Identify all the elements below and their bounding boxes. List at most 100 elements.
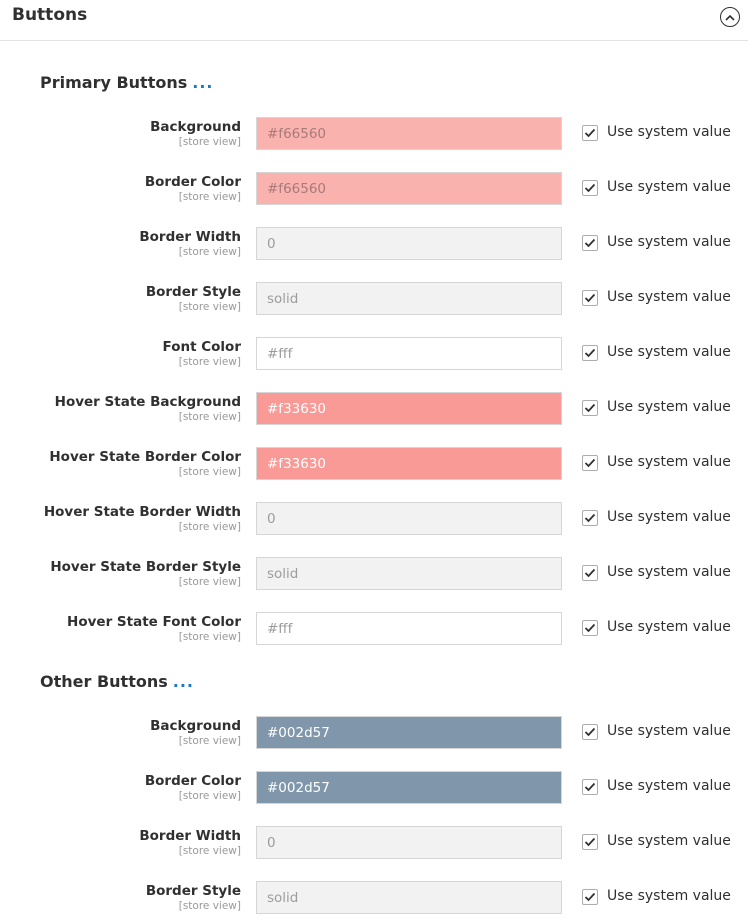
field-scope: [store view] — [178, 466, 241, 478]
field-label: Background — [150, 119, 241, 135]
checkmark-icon — [584, 513, 596, 523]
config-row: Hover State Border Color[store view] Use … — [0, 447, 748, 480]
field-label: Hover State Font Color — [67, 614, 241, 630]
use-system-value-label[interactable]: Use system value — [607, 289, 731, 305]
section-info-link[interactable]: ... — [192, 73, 214, 92]
field-input[interactable] — [256, 447, 562, 480]
field-input[interactable] — [256, 771, 562, 804]
panel-header[interactable]: Buttons — [0, 0, 748, 40]
use-system-value-checkbox[interactable] — [582, 834, 598, 850]
use-system-value-label[interactable]: Use system value — [607, 234, 731, 250]
field-scope: [store view] — [178, 301, 241, 313]
checkmark-icon — [584, 293, 596, 303]
section-info-link[interactable]: ... — [172, 672, 194, 691]
field-input[interactable] — [256, 612, 562, 645]
field-label: Border Color — [144, 773, 241, 789]
field-scope: [store view] — [178, 631, 241, 643]
field-input[interactable] — [256, 117, 562, 150]
use-system-value-checkbox[interactable] — [582, 620, 598, 636]
use-system-value-checkbox[interactable] — [582, 345, 598, 361]
field-input[interactable] — [256, 557, 562, 590]
use-system-value-checkbox[interactable] — [582, 400, 598, 416]
checkmark-icon — [584, 568, 596, 578]
field-scope: [store view] — [178, 411, 241, 423]
use-system-value-checkbox[interactable] — [582, 180, 598, 196]
use-system-value-checkbox[interactable] — [582, 724, 598, 740]
checkmark-icon — [584, 837, 596, 847]
use-system-value-checkbox[interactable] — [582, 779, 598, 795]
config-row: Font Color[store view] Use system value — [0, 337, 748, 370]
config-row: Background[store view] Use system value — [0, 716, 748, 749]
field-scope: [store view] — [178, 900, 241, 912]
field-input[interactable] — [256, 502, 562, 535]
field-label-group: Background [store view] — [150, 718, 241, 747]
checkmark-icon — [584, 183, 596, 193]
panel-title: Buttons — [12, 5, 88, 25]
field-scope: [store view] — [178, 191, 241, 203]
section-title-text: Other Buttons — [40, 672, 168, 691]
checkmark-icon — [584, 128, 596, 138]
config-row: Border Style[store view] Use system value — [0, 282, 748, 315]
field-label: Font Color — [162, 339, 241, 355]
use-system-value-label[interactable]: Use system value — [607, 399, 731, 415]
use-system-value-checkbox[interactable] — [582, 235, 598, 251]
field-label-group: Hover State Border Color [store view] — [49, 449, 241, 478]
field-input[interactable] — [256, 282, 562, 315]
use-system-value-checkbox[interactable] — [582, 290, 598, 306]
field-label-group: Border Style [store view] — [146, 883, 241, 912]
config-row: Hover State Border Width[store view] Use … — [0, 502, 748, 535]
field-label-group: Hover State Font Color [store view] — [67, 614, 241, 643]
field-input[interactable] — [256, 881, 562, 914]
use-system-value-label[interactable]: Use system value — [607, 509, 731, 525]
field-label: Hover State Border Style — [50, 559, 241, 575]
checkmark-icon — [584, 348, 596, 358]
checkmark-icon — [584, 782, 596, 792]
field-label-group: Border Width [store view] — [139, 828, 241, 857]
use-system-value-label[interactable]: Use system value — [607, 454, 731, 470]
checkmark-icon — [584, 727, 596, 737]
config-row: Hover State Background[store view] Use sy… — [0, 392, 748, 425]
field-scope: [store view] — [178, 356, 241, 368]
field-label: Background — [150, 718, 241, 734]
use-system-value-label[interactable]: Use system value — [607, 179, 731, 195]
field-label: Border Color — [144, 174, 241, 190]
field-input[interactable] — [256, 392, 562, 425]
use-system-value-label[interactable]: Use system value — [607, 344, 731, 360]
use-system-value-label[interactable]: Use system value — [607, 833, 731, 849]
field-label-group: Border Color [store view] — [145, 174, 241, 203]
use-system-value-label[interactable]: Use system value — [607, 888, 731, 904]
field-input[interactable] — [256, 337, 562, 370]
field-label: Border Style — [145, 284, 241, 300]
use-system-value-label[interactable]: Use system value — [607, 723, 731, 739]
config-row: Border Width[store view] Use system value — [0, 826, 748, 859]
field-input[interactable] — [256, 716, 562, 749]
use-system-value-label[interactable]: Use system value — [607, 619, 731, 635]
collapse-button[interactable] — [720, 7, 740, 27]
config-row: Hover State Font Color[store view] Use sy… — [0, 612, 748, 645]
config-row: Background[store view] Use system value — [0, 117, 748, 150]
field-label: Hover State Border Color — [49, 449, 241, 465]
field-label-group: Hover State Border Style [store view] — [50, 559, 241, 588]
checkmark-icon — [584, 458, 596, 468]
section-title: Other Buttons... — [40, 672, 194, 691]
use-system-value-checkbox[interactable] — [582, 889, 598, 905]
header-divider — [0, 40, 748, 41]
use-system-value-label[interactable]: Use system value — [607, 564, 731, 580]
use-system-value-checkbox[interactable] — [582, 510, 598, 526]
field-label: Border Width — [139, 229, 241, 245]
field-label-group: Hover State Background [store view] — [55, 394, 241, 423]
field-label-group: Border Style [store view] — [146, 284, 241, 313]
field-input[interactable] — [256, 826, 562, 859]
checkmark-icon — [584, 623, 596, 633]
use-system-value-checkbox[interactable] — [582, 565, 598, 581]
use-system-value-label[interactable]: Use system value — [607, 124, 731, 140]
section-title-text: Primary Buttons — [40, 73, 188, 92]
field-input[interactable] — [256, 227, 562, 260]
field-input[interactable] — [256, 172, 562, 205]
field-label-group: Border Width [store view] — [139, 229, 241, 258]
field-label: Hover State Background — [54, 394, 241, 410]
checkmark-icon — [584, 892, 596, 902]
use-system-value-checkbox[interactable] — [582, 455, 598, 471]
use-system-value-checkbox[interactable] — [582, 125, 598, 141]
use-system-value-label[interactable]: Use system value — [607, 778, 731, 794]
